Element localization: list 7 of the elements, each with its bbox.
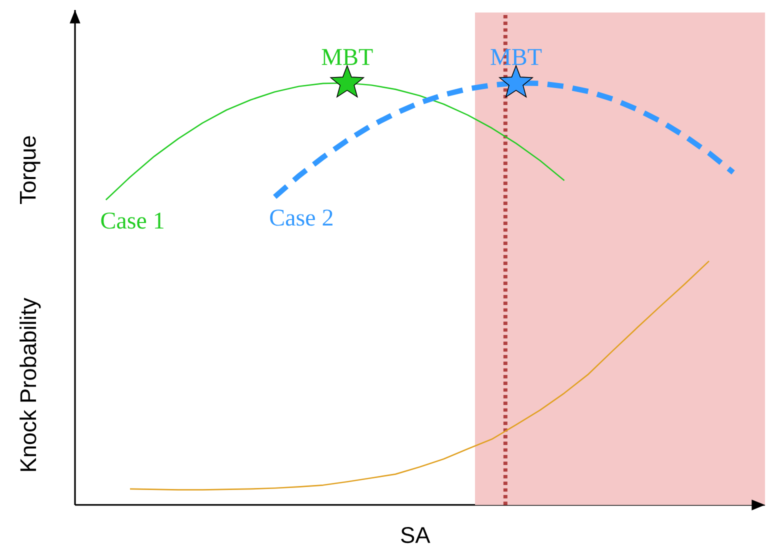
annotation: MBT — [490, 49, 542, 65]
series-label: Case 2 — [270, 210, 332, 226]
series-label: Case 1 — [101, 212, 164, 229]
text: Knock Probability — [20, 298, 41, 471]
annotation: MBT — [322, 49, 373, 65]
y-axis-title: Torque — [20, 136, 40, 204]
x-axis-title: SA — [401, 527, 430, 544]
